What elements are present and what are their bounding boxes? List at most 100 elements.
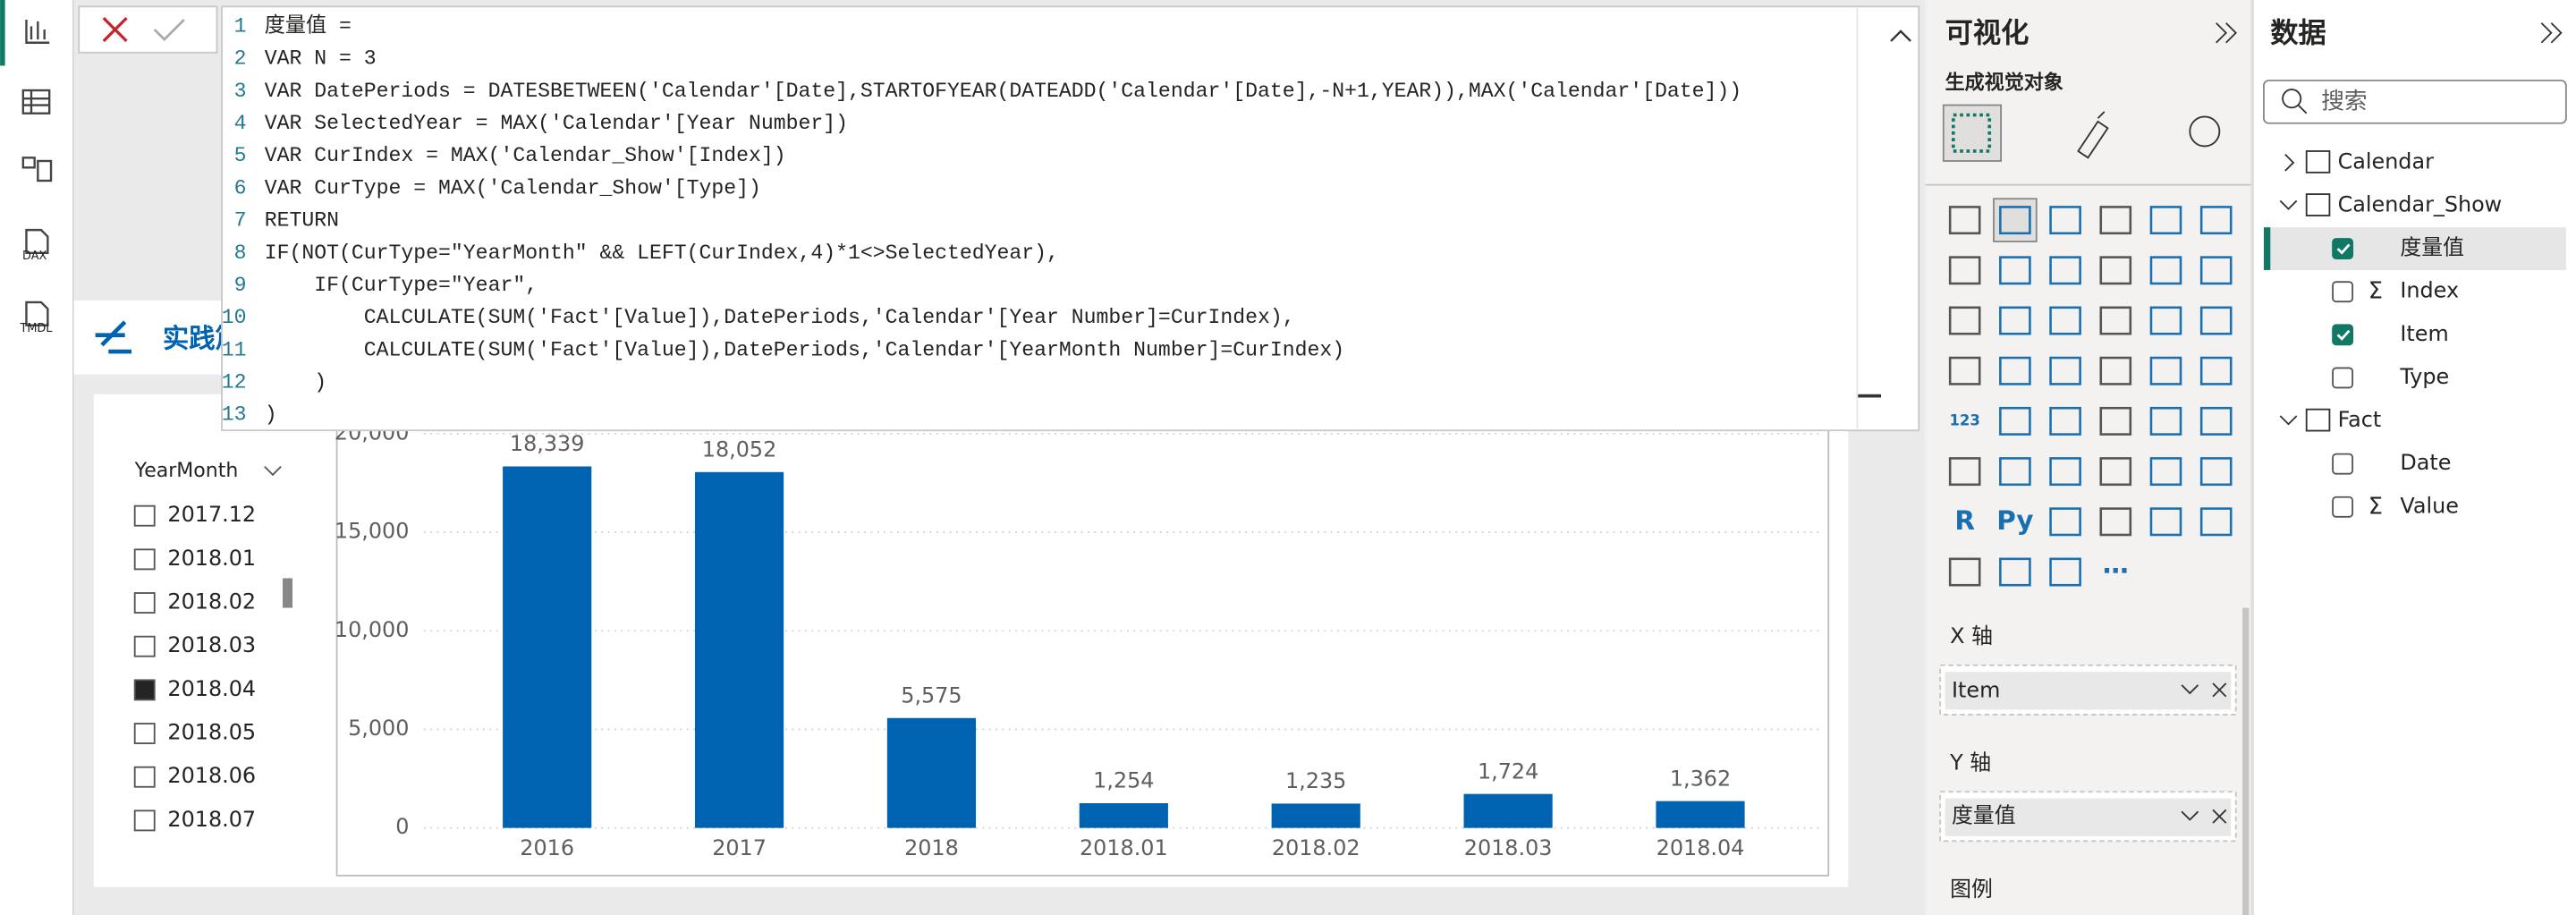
visual-icon[interactable] [2199, 457, 2233, 487]
visual-icon[interactable] [2049, 507, 2081, 537]
visual-icon[interactable] [2099, 206, 2132, 235]
field-checkbox[interactable] [2332, 324, 2354, 346]
confirm-button[interactable] [153, 19, 185, 42]
y-field-actions[interactable] [2181, 809, 2227, 824]
slicer-checkbox[interactable] [133, 809, 156, 832]
slicer-checkbox[interactable] [133, 723, 156, 744]
editor-resize[interactable] [1858, 394, 1882, 398]
visual-icon[interactable] [2099, 306, 2132, 335]
slicer-checkbox[interactable] [133, 766, 156, 788]
field-checkbox[interactable] [2332, 496, 2354, 518]
visual-icon[interactable] [2099, 256, 2132, 285]
visual-icon[interactable] [2049, 557, 2081, 587]
cancel-button[interactable] [102, 17, 128, 43]
table-name[interactable]: Fact [2338, 407, 2382, 432]
viz-scrollbar[interactable] [2242, 607, 2250, 915]
table-icon [2305, 408, 2331, 432]
y-field-pill[interactable] [1945, 798, 2232, 836]
field-name[interactable]: Value [2400, 493, 2459, 518]
code-line: VAR CurIndex = MAX('Calendar_Show'[Index… [265, 144, 786, 167]
field-checkbox[interactable] [2332, 453, 2354, 475]
visual-icon[interactable] [2149, 406, 2182, 436]
visual-icon[interactable] [1999, 206, 2031, 235]
visual-icon-text[interactable]: ⋯ [2103, 555, 2129, 586]
visual-icon[interactable] [2149, 457, 2182, 487]
field-checkbox[interactable] [2332, 281, 2354, 303]
visual-icon[interactable] [2149, 206, 2182, 235]
table-name[interactable]: Calendar [2338, 148, 2434, 174]
slicer-checkbox[interactable] [133, 504, 156, 527]
analytics-tab[interactable] [2189, 115, 2221, 148]
visual-icon[interactable] [2149, 507, 2182, 537]
visual-icon[interactable] [1999, 557, 2031, 587]
code-lines: 1 度量值 = 2 VAR N = 3 3 VAR DatePeriods = DATES… [222, 13, 1741, 426]
data-collapse[interactable] [2540, 22, 2563, 44]
visual-icon[interactable] [1999, 306, 2031, 335]
visual-icon[interactable] [2049, 306, 2081, 335]
visual-icon[interactable] [1948, 306, 1981, 335]
slicer-checkbox[interactable] [133, 679, 156, 701]
field-checkbox[interactable] [2332, 367, 2354, 389]
visual-icon[interactable] [1948, 256, 1981, 285]
model-view-icon-2 [37, 159, 53, 182]
format-tab[interactable] [2077, 111, 2109, 159]
field-name[interactable]: Item [2400, 321, 2448, 346]
dax-editor[interactable] [221, 5, 1920, 432]
field-name[interactable]: Date [2400, 450, 2451, 475]
visual-icon[interactable] [2149, 256, 2182, 285]
visual-icon[interactable] [2099, 507, 2132, 537]
visual-icon[interactable] [2199, 256, 2233, 285]
dax-view-icon[interactable] [25, 228, 49, 255]
field-checkbox[interactable] [2332, 238, 2354, 260]
x-field-actions[interactable] [2181, 682, 2227, 698]
report-view-icon[interactable] [25, 20, 50, 44]
visual-icon[interactable] [2199, 206, 2233, 235]
visual-icon[interactable] [2099, 356, 2132, 385]
visual-icon[interactable] [1948, 457, 1981, 487]
visual-icon[interactable] [1999, 356, 2031, 385]
slicer-scrollbar[interactable] [282, 578, 293, 608]
tmdl-view-icon[interactable] [25, 301, 49, 326]
visual-icon[interactable] [2199, 356, 2233, 385]
visual-icon[interactable] [2149, 306, 2182, 335]
table-view-icon[interactable] [21, 89, 51, 114]
visual-icon[interactable] [2199, 406, 2233, 436]
visual-icon[interactable] [1999, 256, 2031, 285]
visual-icon[interactable] [1999, 406, 2031, 436]
slicer-checkbox[interactable] [133, 548, 156, 571]
collapse-editor[interactable] [1890, 30, 1911, 42]
field-name[interactable]: 度量值 [2400, 235, 2464, 260]
expand-chevron[interactable] [2279, 199, 2298, 210]
viz-collapse[interactable] [2216, 22, 2238, 44]
table-name[interactable]: Calendar_Show [2338, 191, 2503, 216]
visual-icon[interactable] [2049, 457, 2081, 487]
visual-icon[interactable] [2099, 457, 2132, 487]
visual-icon[interactable] [1948, 206, 1981, 235]
visual-icon[interactable] [1948, 557, 1981, 587]
visual-icon-text[interactable]: 123 [1949, 411, 1979, 428]
expand-chevron[interactable] [2279, 415, 2298, 426]
x-field-pill[interactable] [1945, 672, 2232, 710]
slicer-chevron[interactable] [264, 465, 282, 477]
line-number: 5 [234, 144, 247, 167]
visual-icon[interactable] [1948, 356, 1981, 385]
visual-icon[interactable] [2049, 406, 2081, 436]
visual-icon[interactable] [2049, 206, 2081, 235]
slicer-checkbox[interactable] [133, 635, 156, 657]
field-name[interactable]: Index [2400, 278, 2459, 303]
model-view-icon[interactable] [21, 157, 36, 169]
visual-icon[interactable] [2049, 356, 2081, 385]
visual-icon[interactable] [2149, 356, 2182, 385]
field-name[interactable]: Type [2399, 364, 2449, 389]
visual-icon-text[interactable]: Py [1996, 505, 2033, 536]
visual-icon[interactable] [2199, 306, 2233, 335]
nav-active[interactable] [0, 0, 5, 66]
expand-chevron[interactable] [2284, 153, 2295, 172]
visual-icon[interactable] [2099, 406, 2132, 436]
visual-icon[interactable] [2049, 256, 2081, 285]
visual-icon-text[interactable]: R [1954, 505, 1975, 536]
search-box[interactable] [2263, 80, 2567, 124]
visual-icon[interactable] [1999, 457, 2031, 487]
slicer-checkbox[interactable] [133, 592, 156, 614]
visual-icon[interactable] [2199, 507, 2233, 537]
